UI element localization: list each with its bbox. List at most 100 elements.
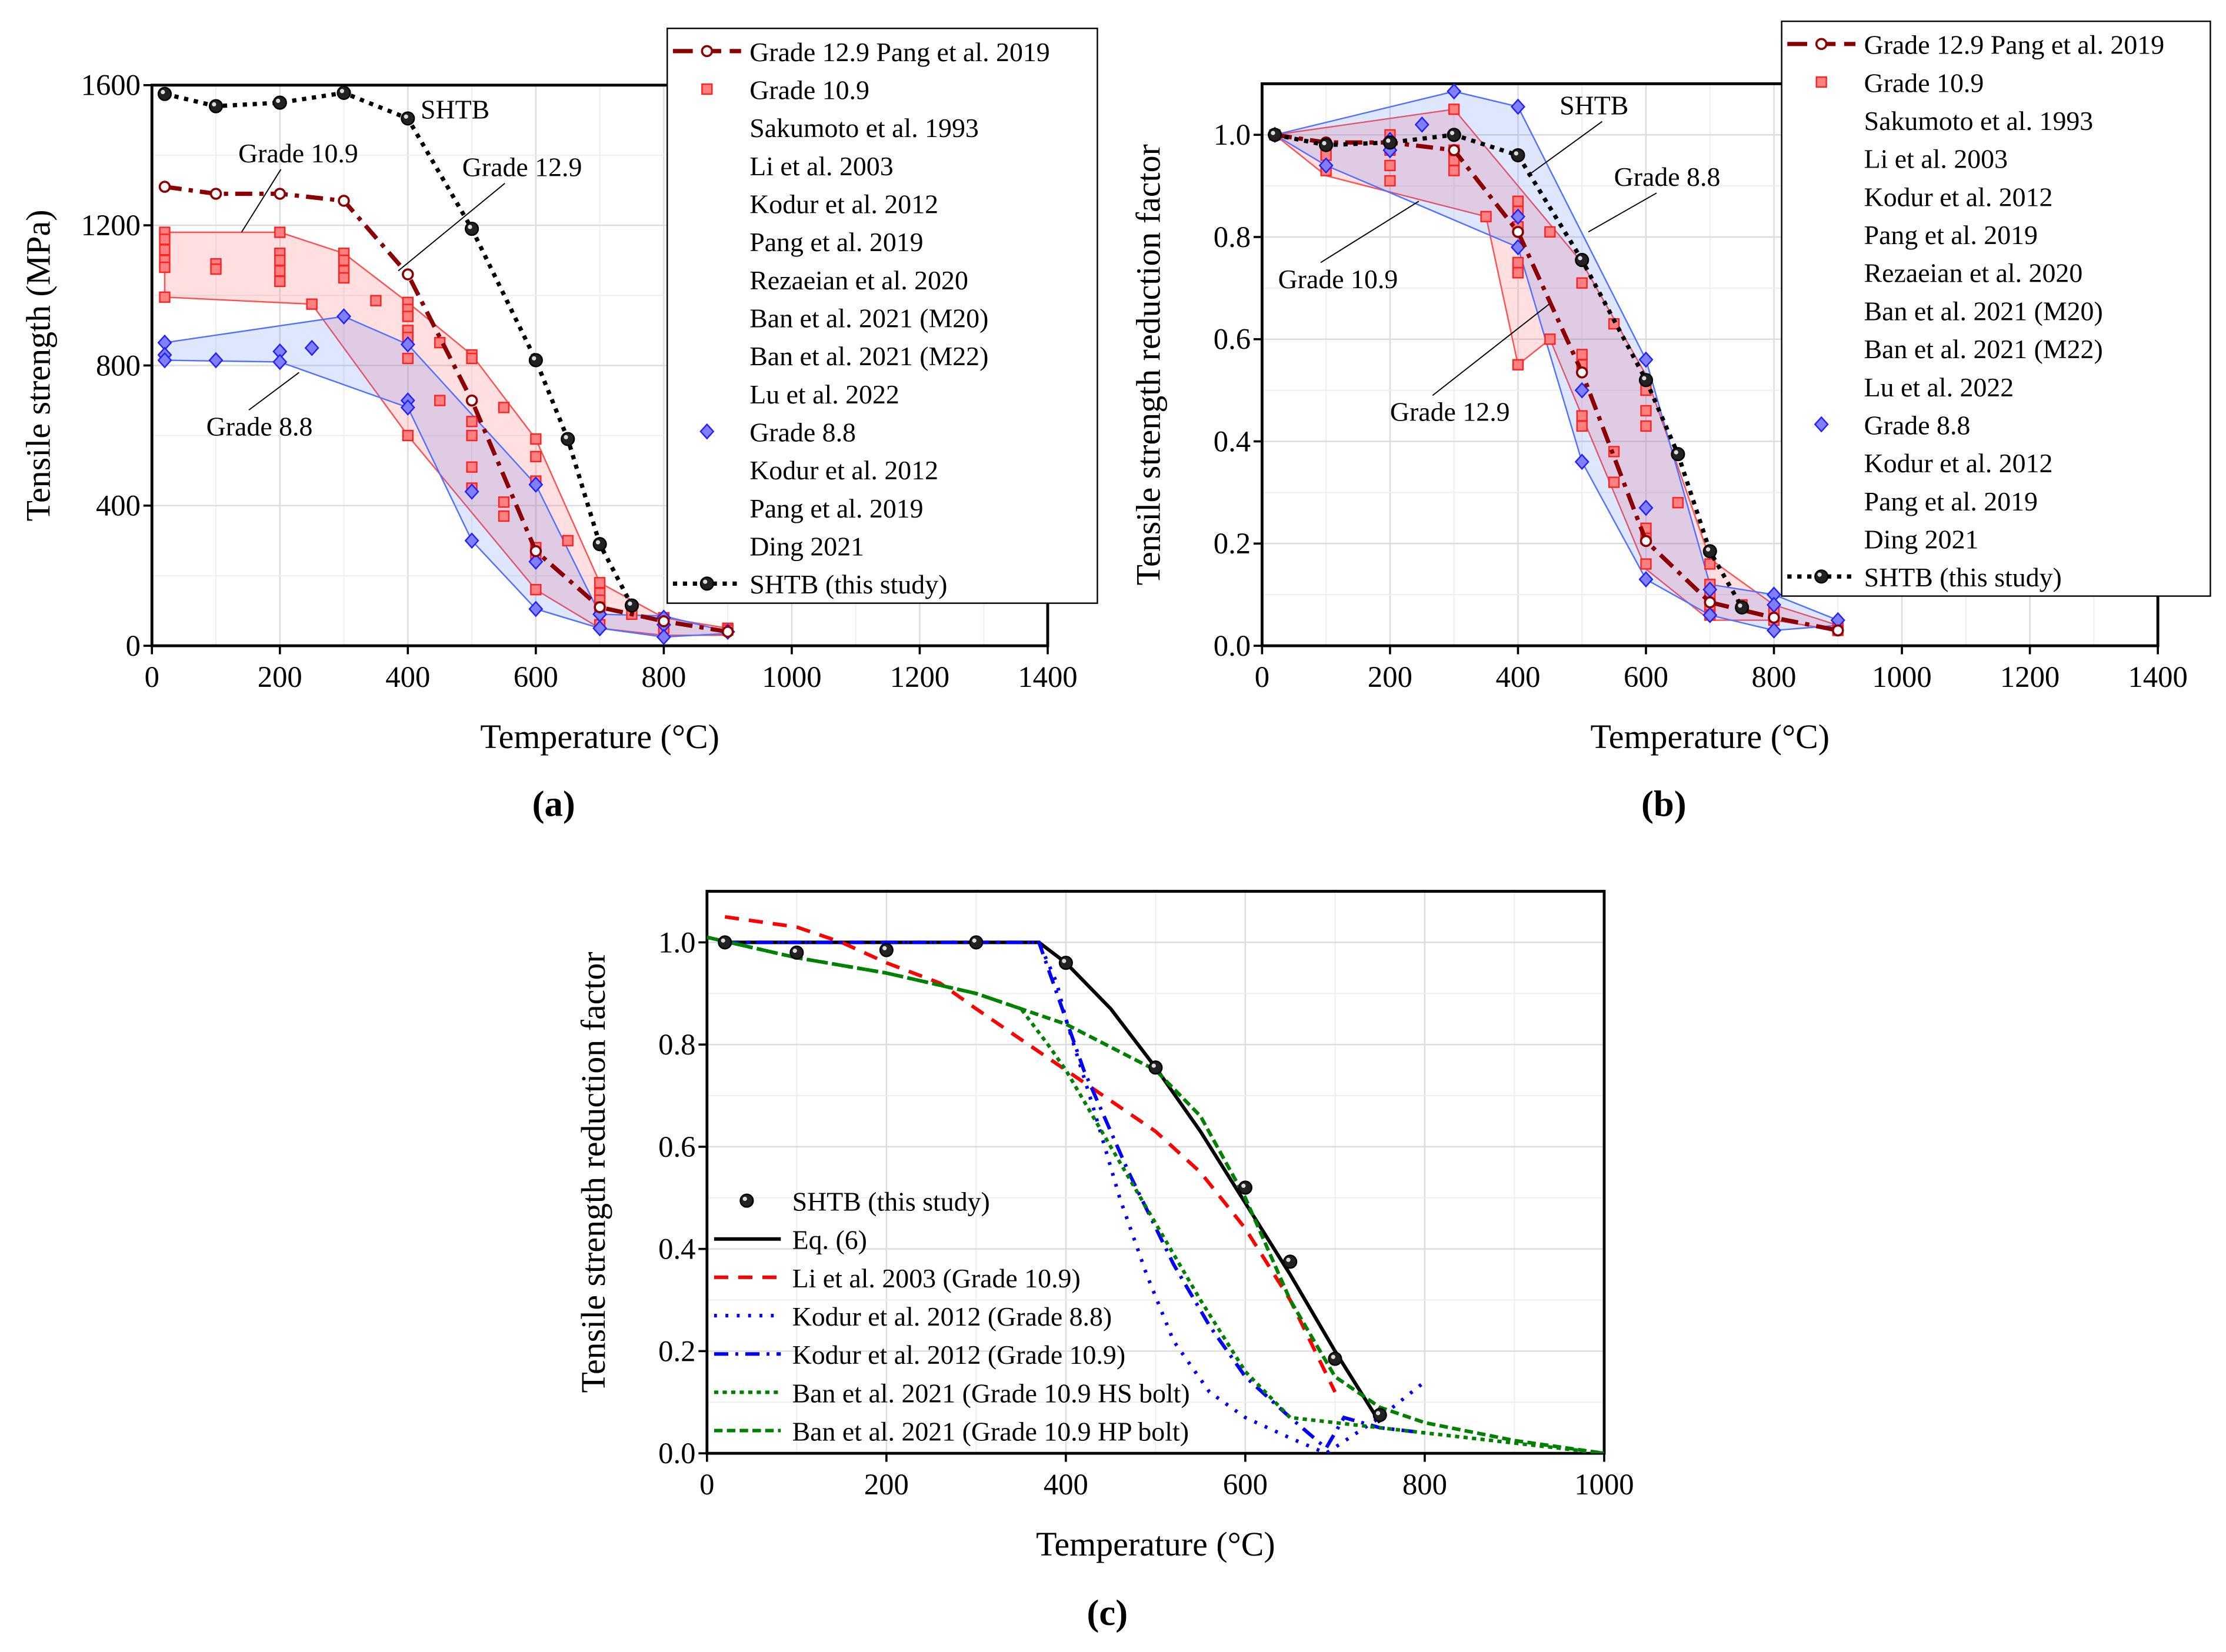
annotation-label: Grade 12.9	[462, 152, 582, 182]
shtb-line	[1274, 132, 1744, 609]
shtb-point	[465, 221, 479, 236]
annotation-arrow	[1320, 201, 1419, 263]
x-tick-label: 200	[258, 660, 302, 693]
grade-10-9-point	[1512, 267, 1524, 279]
grade-10-9-point	[1384, 175, 1396, 187]
grade-8-8-point	[656, 629, 671, 645]
x-tick-label: 0	[1255, 660, 1269, 693]
grade-10-9-point	[1576, 410, 1588, 422]
grade-12-9-point	[465, 394, 478, 407]
shtb-point-highlight	[1151, 1063, 1156, 1068]
grade-10-9-point	[402, 352, 414, 365]
series-line-4	[725, 940, 1425, 1451]
shtb-point	[1319, 138, 1334, 152]
grade-8-8-point	[1574, 382, 1589, 399]
legend-label: Pang et al. 2019	[749, 227, 923, 257]
grade-10-9-point	[274, 275, 286, 288]
grade-12-9-point	[721, 625, 734, 638]
shtb-point	[401, 111, 415, 126]
legend-marker	[1815, 76, 1827, 88]
shtb-point	[1283, 1254, 1298, 1269]
grade-10-9-point	[1640, 558, 1652, 570]
shtb-point	[1575, 253, 1589, 268]
y-tick-label: 0.0	[1214, 629, 1251, 662]
series-line-2	[724, 915, 1337, 1393]
x-tick-label: 400	[1044, 1468, 1088, 1501]
x-tick-label: 600	[514, 660, 558, 693]
shtb-point	[1058, 956, 1073, 970]
grade-10-9-point	[402, 311, 414, 322]
grade-8-8-point	[1510, 98, 1525, 115]
y-axis-label: Tensile strength reduction factor	[1129, 144, 1168, 585]
panel-b-reduction-chart: 0 200 400 600 800 1000 1200 1400 0.0 0.2 0.4 0.6 0.8…	[1129, 20, 2211, 825]
shtb-point-highlight	[212, 102, 216, 107]
shtb-point	[1447, 128, 1461, 142]
legend-marker	[701, 83, 713, 95]
legend-label: Grade 10.9	[1864, 68, 1984, 98]
grade-10-9-point	[1576, 277, 1588, 289]
legend-label: Kodur et al. 2012	[749, 455, 938, 485]
shtb-point	[1511, 148, 1525, 163]
annotation-arrow	[1432, 303, 1551, 396]
grade-10-9-point	[1544, 226, 1556, 238]
shtb-point	[1671, 447, 1685, 462]
legend-label: Sakumoto et al. 1993	[1864, 106, 2094, 136]
grade-12-9-point	[658, 615, 670, 628]
grade-8-8-point	[1638, 499, 1654, 516]
legend-marker	[1814, 569, 1829, 584]
shtb-point-highlight	[1386, 138, 1391, 143]
grade-10-9-point	[562, 535, 574, 546]
shtb-point-highlight	[1286, 1257, 1291, 1262]
x-axis-label: Temperature (°C)	[1590, 717, 1830, 756]
annotation-arrow	[1527, 121, 1603, 176]
annotation-arrow	[1588, 192, 1657, 233]
shtb-point	[1268, 128, 1282, 142]
grade-8-8-point	[464, 483, 479, 500]
grade-12-9-point	[594, 601, 606, 613]
grade-10-9-point	[530, 584, 542, 596]
shtb-point	[624, 598, 639, 613]
x-tick-label: 1200	[2000, 660, 2060, 693]
shtb-point	[1372, 1407, 1387, 1423]
grade-10-9-point	[1640, 420, 1652, 432]
x-tick-label: 1400	[1018, 660, 1077, 693]
y-tick-label: 0	[126, 629, 141, 662]
grade-10-9-point	[159, 233, 171, 245]
legend-label: Kodur et al. 2012	[1864, 448, 2053, 478]
series-group	[707, 915, 1604, 1454]
grade-10-9-point	[1480, 211, 1492, 222]
shtb-point	[1148, 1060, 1163, 1075]
grade-10-9-point	[159, 291, 171, 303]
grade-10-9-point	[1704, 558, 1716, 570]
x-tick-label: 1000	[1574, 1468, 1634, 1501]
shtb-point	[561, 432, 575, 446]
shtb-point-highlight	[276, 98, 281, 104]
legend-label: Grade 12.9 Pang et al. 2019	[749, 37, 1050, 67]
shtb-point-highlight	[1375, 1411, 1381, 1416]
annotation-label: SHTB	[421, 94, 489, 124]
y-tick-label: 0.8	[1214, 221, 1251, 253]
shtb-point	[789, 945, 804, 960]
shtb-point-highlight	[1738, 603, 1742, 608]
annotation-label: Grade 8.8	[206, 412, 313, 442]
shtb-point-highlight	[1331, 1354, 1335, 1359]
grade-10-9-point	[530, 433, 542, 445]
legend-label: Kodur et al. 2012	[1864, 182, 2053, 212]
grade-10-9-point	[1672, 497, 1684, 509]
legend-label: Ban et al. 2021 (Grade 10.9 HP bolt)	[792, 1416, 1189, 1446]
legend-box	[667, 28, 1098, 604]
shtb-point	[592, 537, 607, 552]
annotation-label: Grade 10.9	[1278, 264, 1398, 294]
annotation-arrow	[248, 372, 299, 411]
grade-8-8-point	[1447, 83, 1462, 100]
legend-marker-highlight	[742, 1196, 747, 1202]
grade-12-9-line	[1274, 132, 1839, 633]
grade-10-9-point	[1640, 405, 1652, 417]
shtb-point-highlight	[972, 938, 977, 943]
panel-c-model-comparison-chart: 0 200 400 600 800 1000 0.0 0.2 0.4 0.6 0.8 1.0 Tempe…	[574, 890, 1634, 1633]
grade-10-9-point	[338, 255, 350, 266]
annotation-arrow	[241, 169, 282, 233]
shtb-point-highlight	[628, 601, 632, 606]
y-tick-label: 0.4	[658, 1233, 695, 1266]
grade-12-9-point	[1768, 611, 1780, 624]
